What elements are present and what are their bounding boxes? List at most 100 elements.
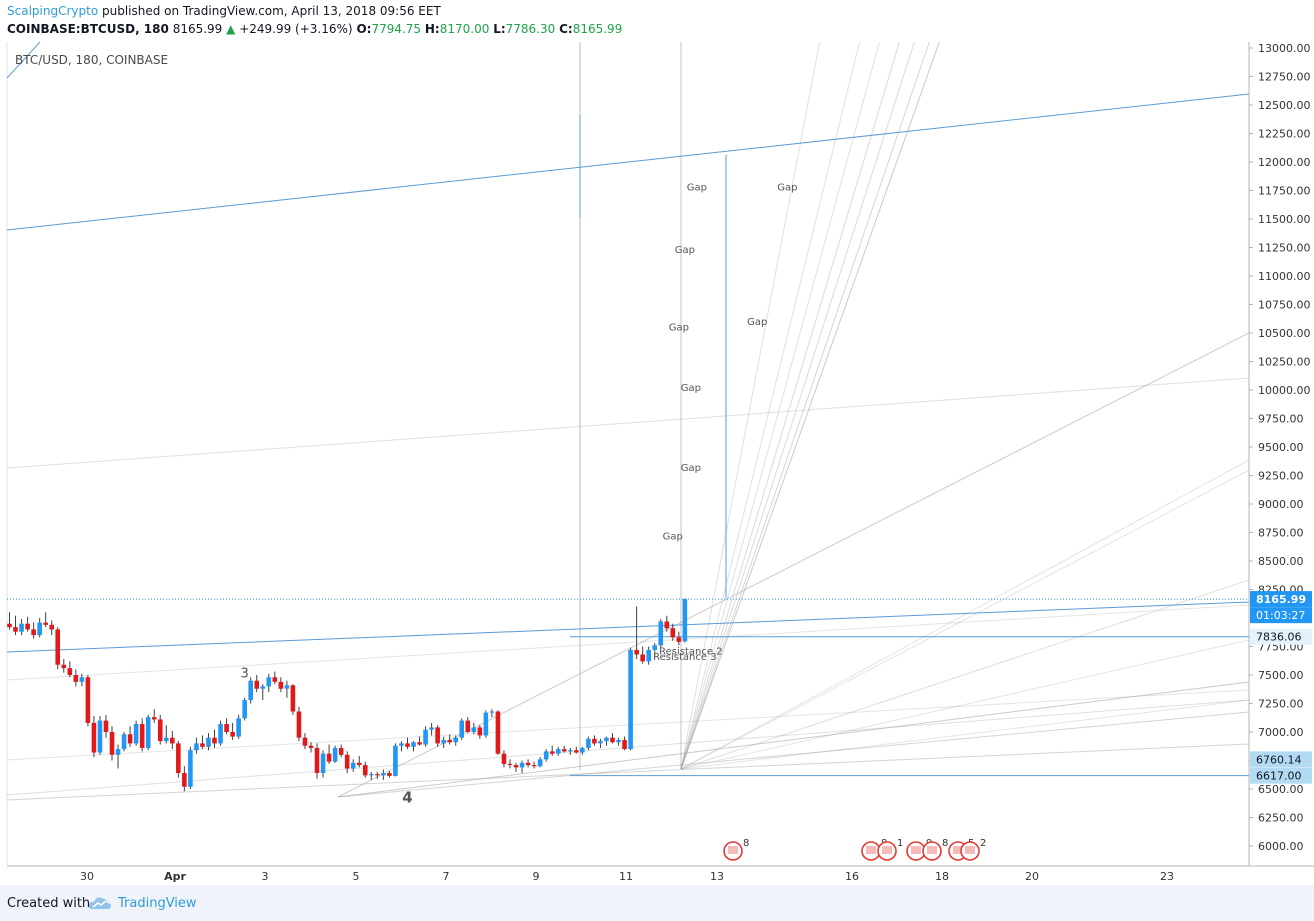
- candle-body: [145, 717, 151, 748]
- price-axis-label-bg: [1250, 767, 1312, 784]
- candle-body: [586, 738, 591, 748]
- price-axis-label: 01:03:27: [1256, 609, 1305, 622]
- created-with-text: Created with: [7, 896, 91, 911]
- candle-body: [332, 747, 338, 762]
- candle-body: [49, 624, 55, 630]
- chart-annotation: Gap: [663, 531, 683, 542]
- candle-body: [170, 737, 175, 744]
- fan-line: [680, 42, 821, 770]
- chart-annotation: Gap: [747, 317, 767, 328]
- candle-body: [495, 711, 501, 754]
- fan-line: [680, 42, 930, 770]
- chart-annotation: Gap: [681, 463, 701, 474]
- chart-canvas[interactable]: Gap Gap Gap Gap Gap Gap Gap Gap 3 4 Resistance 2Re…: [0, 0, 1314, 885]
- high-label: H:: [424, 22, 440, 36]
- us-flag-event-icon: [960, 841, 980, 861]
- candle-body: [676, 637, 682, 642]
- fan-line: [680, 42, 900, 770]
- high-value: 8170.00: [439, 22, 490, 36]
- price-axis-label-bg: [1250, 751, 1312, 768]
- candle-body: [537, 759, 543, 767]
- candle-body: [622, 739, 627, 750]
- chart-annotation: 4: [402, 789, 412, 807]
- x-tick-label: 18: [935, 870, 949, 883]
- candle-body: [254, 680, 260, 689]
- fan-line: [7, 699, 1249, 796]
- candle-body: [453, 737, 459, 743]
- candle-body: [55, 629, 61, 665]
- y-tick-label: 11750.00: [1258, 185, 1311, 198]
- candle-body: [519, 762, 525, 768]
- price-axis-label: 6617.00: [1256, 770, 1302, 783]
- close-value: 8165.99: [572, 22, 623, 36]
- candle-body: [507, 763, 513, 766]
- candle-body: [381, 773, 386, 776]
- us-flag-event-icon: [728, 846, 738, 854]
- candle-body: [646, 649, 651, 662]
- chart-annotation: Gap: [669, 323, 689, 334]
- candle-body: [133, 724, 139, 744]
- fan-line: [680, 42, 861, 770]
- us-flag-event-icon: [877, 841, 897, 861]
- footer: Created with TradingView: [0, 885, 1314, 921]
- candle-body: [634, 649, 639, 655]
- candle-body: [284, 685, 290, 689]
- y-tick-label: 12000.00: [1258, 156, 1311, 169]
- candle-body: [664, 621, 670, 629]
- candle-body: [139, 724, 145, 748]
- candle-body: [194, 743, 199, 751]
- y-tick-label: 10000.00: [1258, 384, 1311, 397]
- price-axis-label-bg: [1250, 591, 1312, 608]
- fan-line: [680, 459, 1249, 770]
- candle-body: [176, 743, 181, 774]
- us-flag-event-icon: [723, 841, 743, 861]
- candle-body: [356, 762, 362, 766]
- y-tick-label: 10500.00: [1258, 327, 1311, 340]
- y-tick-label: 7500.00: [1258, 669, 1304, 682]
- candle-body: [362, 765, 368, 776]
- tradingview-link[interactable]: TradingView: [118, 896, 197, 911]
- candle-body: [459, 720, 465, 738]
- chart-annotation: Gap: [777, 183, 797, 194]
- x-tick-label: 20: [1025, 870, 1039, 883]
- candle-body: [157, 719, 163, 742]
- candle-body: [555, 749, 561, 754]
- x-tick-label: 9: [533, 870, 540, 883]
- x-tick-label: 30: [80, 870, 94, 883]
- x-tick-label: 3: [262, 870, 269, 883]
- price-axis-label: 7836.06: [1256, 631, 1302, 644]
- candle-body: [399, 743, 404, 746]
- candle-body: [610, 737, 615, 743]
- fan-line: [680, 42, 915, 770]
- chart-annotation: Resistance 2: [659, 646, 722, 657]
- x-tick-label: 23: [1160, 870, 1174, 883]
- candle-body: [375, 774, 380, 776]
- candle-body: [260, 686, 266, 689]
- candle-body: [543, 751, 549, 760]
- candle-body: [37, 622, 42, 636]
- candle-body: [417, 742, 422, 745]
- y-tick-label: 10750.00: [1258, 299, 1311, 312]
- open-value: 7794.75: [371, 22, 422, 36]
- candle-body: [369, 774, 374, 776]
- y-tick-label: 11500.00: [1258, 213, 1311, 226]
- candle-body: [338, 747, 344, 755]
- author-link[interactable]: ScalpingCrypto: [7, 4, 99, 18]
- candle-body: [43, 622, 48, 625]
- x-tick-label: 7: [443, 870, 450, 883]
- event-count: 8: [942, 838, 948, 849]
- candle-body: [224, 724, 229, 732]
- candle-body: [525, 762, 531, 766]
- y-tick-label: 13000.00: [1258, 42, 1311, 55]
- price-axis-label-bg: [1250, 607, 1312, 624]
- event-count: 8: [743, 838, 749, 849]
- tradingview-cloud-icon: [88, 897, 111, 909]
- fan-line: [680, 639, 1249, 770]
- candle-body: [302, 737, 308, 746]
- us-flag-event-icon: [882, 846, 892, 854]
- candle-body: [115, 749, 121, 755]
- candle-body: [628, 649, 633, 750]
- candle-body: [501, 753, 507, 764]
- candle-body: [574, 750, 579, 753]
- chart-annotation: Gap: [681, 383, 701, 394]
